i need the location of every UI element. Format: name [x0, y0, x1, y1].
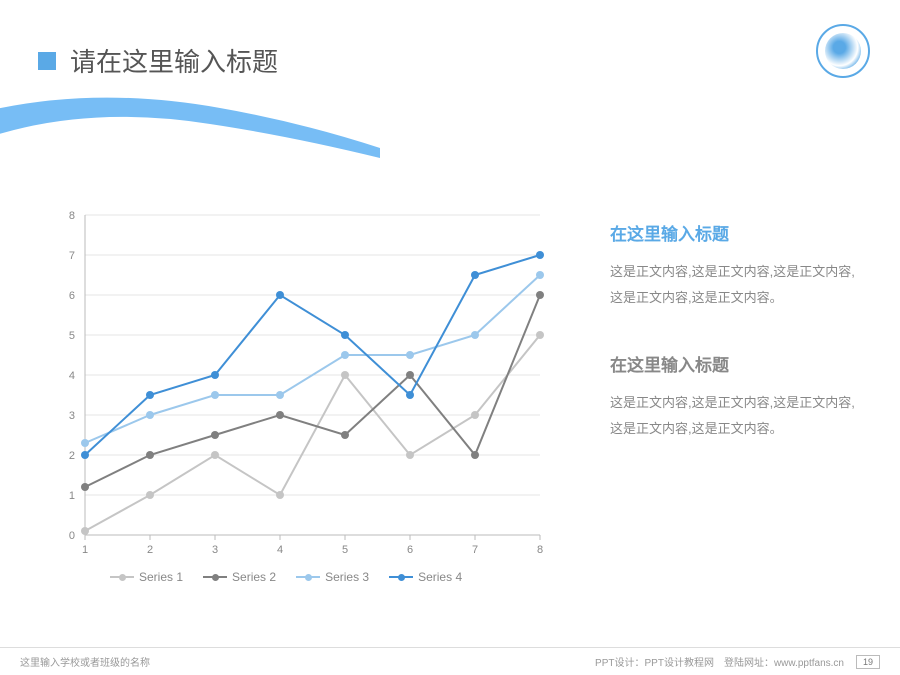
- svg-text:1: 1: [69, 490, 75, 502]
- svg-text:1: 1: [82, 544, 88, 556]
- svg-text:3: 3: [212, 544, 218, 556]
- svg-text:7: 7: [69, 250, 75, 262]
- page-number: 19: [856, 655, 880, 669]
- svg-text:5: 5: [69, 330, 75, 342]
- text-sidebar: 在这里输入标题这是正文内容,这是正文内容,这是正文内容,这是正文内容,这是正文内…: [610, 220, 860, 482]
- logo-inner: [825, 33, 861, 69]
- svg-text:6: 6: [69, 290, 75, 302]
- legend-label: Series 4: [418, 570, 462, 584]
- title-bar: 请在这里输入标题: [38, 42, 278, 79]
- legend-label: Series 2: [232, 570, 276, 584]
- svg-text:7: 7: [472, 544, 478, 556]
- line-chart: 01234567812345678: [40, 195, 560, 575]
- svg-text:4: 4: [69, 370, 75, 382]
- svg-text:4: 4: [277, 544, 283, 556]
- footer-right: PPT设计：PPT设计教程网 登陆网址：www.pptfans.cn: [595, 654, 844, 669]
- legend-item: Series 1: [110, 570, 183, 584]
- svg-text:3: 3: [69, 410, 75, 422]
- svg-text:8: 8: [537, 544, 543, 556]
- page-title: 请在这里输入标题: [70, 42, 278, 79]
- svg-text:6: 6: [407, 544, 413, 556]
- chart-legend: Series 1 Series 2 Series 3 Series 4: [110, 570, 462, 584]
- footer: 这里输入学校或者班级的名称 PPT设计：PPT设计教程网 登陆网址：www.pp…: [0, 647, 900, 675]
- title-marker: [38, 52, 56, 70]
- chart-svg: 01234567812345678: [40, 195, 560, 575]
- section-title: 在这里输入标题: [610, 351, 860, 376]
- section-title: 在这里输入标题: [610, 220, 860, 245]
- swoosh-decoration: [0, 78, 380, 158]
- svg-text:2: 2: [69, 450, 75, 462]
- section-body: 这是正文内容,这是正文内容,这是正文内容,这是正文内容,这是正文内容。: [610, 390, 860, 442]
- section-body: 这是正文内容,这是正文内容,这是正文内容,这是正文内容,这是正文内容。: [610, 259, 860, 311]
- legend-label: Series 3: [325, 570, 369, 584]
- svg-text:8: 8: [69, 210, 75, 222]
- legend-item: Series 3: [296, 570, 369, 584]
- legend-item: Series 4: [389, 570, 462, 584]
- svg-text:0: 0: [69, 530, 75, 542]
- svg-text:2: 2: [147, 544, 153, 556]
- legend-label: Series 1: [139, 570, 183, 584]
- svg-text:5: 5: [342, 544, 348, 556]
- legend-item: Series 2: [203, 570, 276, 584]
- footer-left: 这里输入学校或者班级的名称: [20, 654, 150, 669]
- logo-badge: [816, 24, 870, 78]
